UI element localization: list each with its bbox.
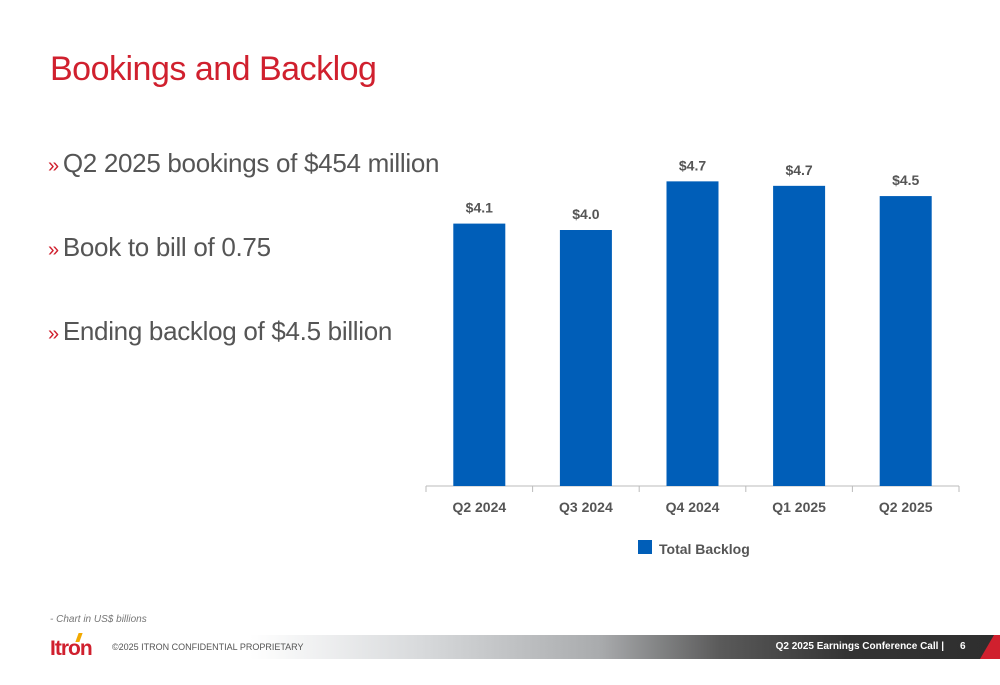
chart-note: - Chart in US$ billions <box>50 614 147 625</box>
bar-q4-2024 <box>666 181 719 487</box>
data-label: $4.7 <box>785 162 812 178</box>
bullet-marker: » <box>48 323 59 345</box>
legend-label: Total Backlog <box>659 541 750 557</box>
data-label: $4.5 <box>892 172 919 188</box>
bullet-text: Ending backlog of $4.5 billion <box>62 316 393 346</box>
page-title: Bookings and Backlog <box>50 50 377 88</box>
event-name: Q2 2025 Earnings Conference Call | <box>775 641 944 652</box>
x-tick-label: Q3 2024 <box>559 499 613 515</box>
copyright: ©2025 ITRON CONFIDENTIAL PROPRIETARY <box>112 642 304 652</box>
bullet-marker: » <box>48 155 59 177</box>
footer-accent <box>980 635 994 659</box>
data-label: $4.7 <box>679 157 706 173</box>
itron-logo: Itron <box>50 633 93 661</box>
bar-q2-2024 <box>453 223 506 486</box>
legend-swatch <box>638 540 652 554</box>
x-tick-label: Q2 2025 <box>879 499 933 515</box>
x-tick-label: Q1 2025 <box>772 499 826 515</box>
bullet-text: Book to bill of 0.75 <box>62 232 271 262</box>
bullet-book-to-bill: » Book to bill of 0.75 <box>48 232 271 263</box>
bullet-marker: » <box>48 239 59 261</box>
bullet-backlog: » Ending backlog of $4.5 billion <box>48 316 392 347</box>
bullet-text: Q2 2025 bookings of $454 million <box>62 148 440 178</box>
footer-bar <box>0 635 1000 659</box>
data-label: $4.1 <box>466 200 493 216</box>
x-tick-label: Q2 2024 <box>452 499 506 515</box>
bar-q3-2024 <box>559 230 612 486</box>
x-tick-label: Q4 2024 <box>666 499 720 515</box>
bar-q2-2025 <box>879 196 932 486</box>
bar-q1-2025 <box>773 185 826 486</box>
data-label: $4.0 <box>572 206 599 222</box>
page-number: 6 <box>960 641 966 652</box>
footer-accent-fill <box>994 635 1000 659</box>
bullet-bookings: » Q2 2025 bookings of $454 million <box>48 148 439 179</box>
